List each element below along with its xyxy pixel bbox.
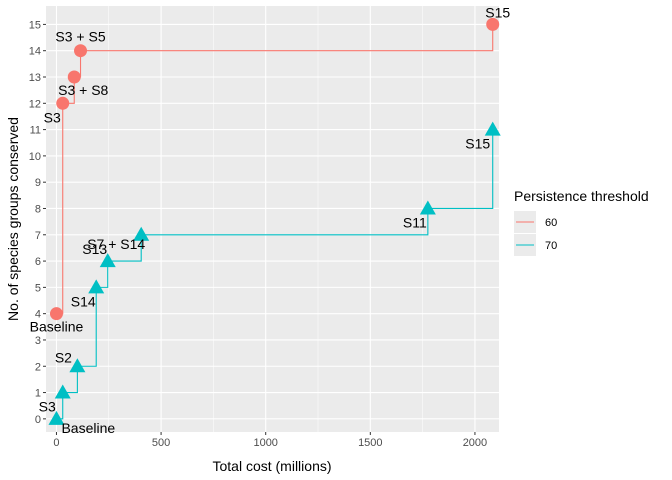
y-tick-label: 9 (35, 177, 41, 189)
point-label: S2 (55, 349, 72, 365)
point-label: S11 (403, 214, 427, 230)
point-label: S3 + S8 (58, 82, 108, 98)
series-70-point (69, 358, 86, 373)
series-60-point (74, 44, 88, 58)
legend-keys: 60 70 (514, 211, 557, 256)
y-tick-label: 7 (35, 230, 41, 242)
y-tick-label: 5 (35, 282, 41, 294)
y-tick-label: 0 (35, 414, 41, 426)
point-label: S14 (71, 293, 96, 309)
legend-title: Persistence threshold (514, 188, 649, 204)
legend-label: 70 (545, 240, 557, 252)
series-70-point (54, 384, 71, 399)
x-tick-label: 1500 (358, 437, 382, 449)
series-70-point (133, 226, 150, 241)
series-60-point (56, 96, 70, 110)
y-tick-label: 15 (29, 19, 41, 31)
series-70-point (48, 410, 65, 425)
series-60-point (486, 17, 500, 31)
x-tick-label: 0 (53, 437, 59, 449)
point-label: S3 (39, 399, 56, 415)
plot-panel (46, 6, 499, 432)
point-label: S15 (465, 136, 490, 152)
legend: Persistence threshold 60 70 (514, 188, 649, 256)
y-tick-label: 13 (29, 72, 41, 84)
y-tick-label: 8 (35, 203, 41, 215)
y-tick-label: 1 (35, 388, 41, 400)
point-labels: Baseline S3 S3 + S8 S3 + S5 S15 Baseline S3 S2 S… (30, 4, 511, 435)
series-60-point (67, 70, 81, 84)
point-label: S7 + S14 (87, 236, 145, 252)
grid (46, 6, 499, 432)
y-tick-label: 12 (29, 98, 41, 110)
point-label: S3 (44, 109, 61, 125)
y-axis-title: No. of species groups conserved (5, 117, 21, 321)
series-70-point (419, 200, 436, 215)
series-70-point (88, 279, 105, 294)
series-points (48, 17, 501, 425)
y-tick-label: 10 (29, 151, 41, 163)
point-label: Baseline (61, 420, 115, 436)
series-60-point (49, 307, 63, 321)
x-tick-label: 500 (152, 437, 170, 449)
x-tick-label: 1000 (253, 437, 277, 449)
series-70-point (99, 253, 116, 268)
point-label: S15 (485, 4, 510, 20)
y-tick-label: 2 (35, 361, 41, 373)
point-label: Baseline (30, 319, 84, 335)
series-70-line (56, 129, 494, 420)
y-tick-label: 3 (35, 335, 41, 347)
x-tick-label: 2000 (463, 437, 487, 449)
point-label: S3 + S5 (55, 29, 105, 45)
y-tick-label: 6 (35, 256, 41, 268)
y-tick-label: 11 (30, 125, 41, 137)
x-axis-title: Total cost (millions) (212, 458, 331, 474)
legend-label: 60 (545, 217, 557, 229)
y-tick-label: 14 (29, 46, 41, 58)
point-label: S13 (82, 241, 107, 257)
series-70-point (484, 121, 501, 136)
y-tick-label: 4 (35, 309, 41, 321)
